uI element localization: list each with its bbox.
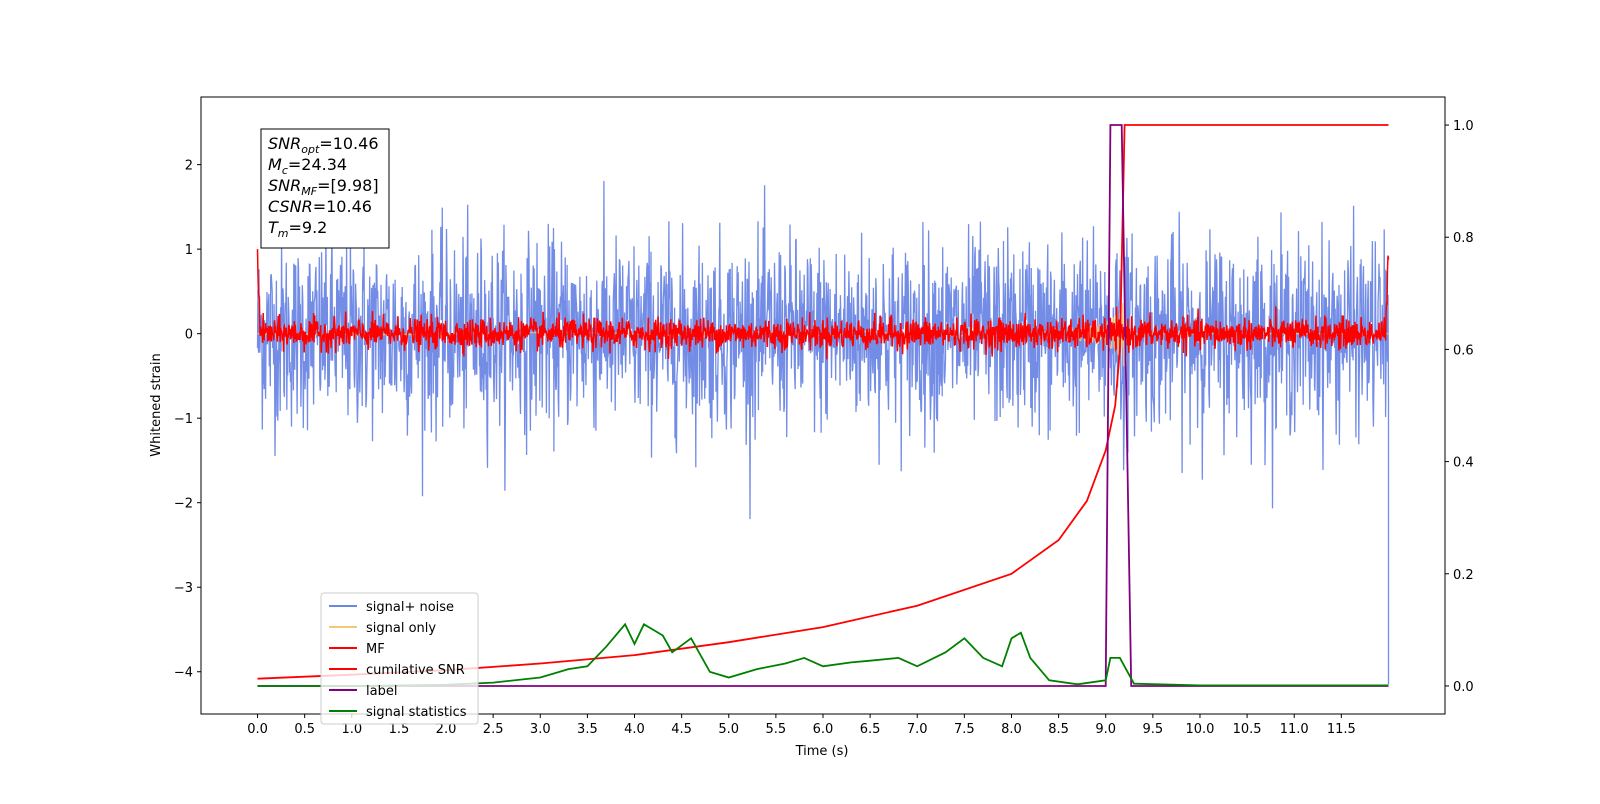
series-cumulative-snr-line	[257, 124, 1389, 680]
annotation-symbol: SNR	[268, 176, 301, 195]
x-tick-label: 0.5	[294, 722, 315, 737]
x-tick-label: 9.0	[1095, 722, 1116, 737]
y-right-tick-label: 0.4	[1453, 456, 1474, 471]
legend-frame	[320, 592, 479, 725]
x-tick-label: 8.5	[1048, 722, 1069, 737]
legend-label: signal+ noise	[366, 600, 454, 615]
x-tick-label: 4.5	[671, 722, 692, 737]
x-tick-label: 0.0	[247, 722, 268, 737]
y-right-tick-label: 0.2	[1453, 568, 1474, 583]
annotation-subscript: c	[282, 164, 288, 177]
x-tick-label: 6.5	[860, 722, 881, 737]
y-right-tick-label: 1.0	[1453, 119, 1474, 134]
x-tick-label: 7.5	[954, 722, 975, 737]
annotation-line: Tm=9.2	[268, 218, 327, 240]
annotation-symbol: CSNR	[268, 197, 313, 216]
x-tick-label: 3.5	[577, 722, 598, 737]
y-left-tick-label: −4	[174, 666, 193, 681]
y-left-tick-label: 1	[185, 243, 193, 258]
annotation-subscript: opt	[301, 143, 320, 156]
annotation-symbol: SNR	[268, 134, 301, 153]
y-axis-left: −4 −3 −2 −1 0 1 2	[174, 159, 201, 681]
x-tick-label: 5.5	[766, 722, 787, 737]
y-right-tick-label: 0.6	[1453, 343, 1474, 358]
annotation-symbol: M	[268, 155, 282, 174]
series-mf-line	[256, 249, 1390, 360]
x-tick-label: 8.0	[1001, 722, 1022, 737]
x-axis: 0.0 0.5 1.0 1.5 2.0 2.5 3.0 3.5 4.0 4.5 5.0 5.5 6.0 6…	[247, 714, 1356, 737]
annotation-line: Mc=24.34	[268, 155, 347, 177]
x-tick-label: 7.0	[907, 722, 928, 737]
annotation-subscript: m	[278, 227, 289, 240]
x-tick-label: 6.0	[813, 722, 834, 737]
x-tick-label: 11.0	[1280, 722, 1309, 737]
legend-label: label	[366, 684, 397, 699]
legend: signal+ noise signal only MF cumilative SNR…	[320, 592, 479, 725]
annotation-box: SNRopt=10.46Mc=24.34SNRMF=[9.98]CSNR=10.…	[260, 128, 390, 249]
x-tick-label: 10.5	[1233, 722, 1262, 737]
legend-label: cumilative SNR	[366, 663, 465, 678]
x-tick-label: 2.5	[483, 722, 504, 737]
y-axis-label-left: Whitened strain	[149, 353, 164, 456]
y-left-tick-label: 2	[185, 159, 193, 174]
series-signal-statistics-line	[257, 622, 1389, 687]
y-left-tick-label: −2	[174, 497, 193, 512]
x-tick-label: 3.0	[530, 722, 551, 737]
x-tick-label: 4.0	[624, 722, 645, 737]
annotation-line: SNRMF=[9.98]	[268, 176, 379, 198]
x-axis-label: Time (s)	[795, 744, 849, 759]
x-tick-label: 1.5	[389, 722, 410, 737]
x-tick-label: 1.0	[341, 722, 362, 737]
annotation-line: SNRopt=10.46	[268, 134, 379, 156]
annotation-frame	[260, 128, 390, 249]
y-right-tick-label: 0.0	[1453, 680, 1474, 695]
annotation-value: =10.46	[313, 197, 372, 216]
legend-label: signal only	[366, 621, 436, 636]
y-axis-right: 0.0 0.2 0.4 0.6 0.8 1.0	[1445, 119, 1474, 695]
x-tick-label: 9.5	[1143, 722, 1164, 737]
annotation-value: =[9.98]	[317, 176, 379, 195]
y-left-tick-label: −3	[174, 581, 193, 596]
annotation-subscript: MF	[301, 185, 317, 198]
x-tick-label: 10.0	[1185, 722, 1214, 737]
series-label-line	[257, 124, 1389, 687]
legend-label: MF	[366, 642, 385, 657]
y-left-tick-label: 0	[185, 328, 193, 343]
annotation-line: CSNR=10.46	[268, 197, 372, 216]
x-tick-label: 11.5	[1327, 722, 1356, 737]
x-tick-label: 5.0	[718, 722, 739, 737]
annotation-symbol: T	[268, 218, 279, 237]
x-tick-label: 2.0	[436, 722, 457, 737]
y-left-tick-label: −1	[174, 412, 193, 427]
y-right-tick-label: 0.8	[1453, 231, 1474, 246]
annotation-value: =9.2	[289, 218, 328, 237]
annotation-value: =24.34	[288, 155, 347, 174]
annotation-value: =10.46	[319, 134, 378, 153]
legend-label: signal statistics	[366, 705, 467, 720]
series-layer	[256, 124, 1390, 687]
